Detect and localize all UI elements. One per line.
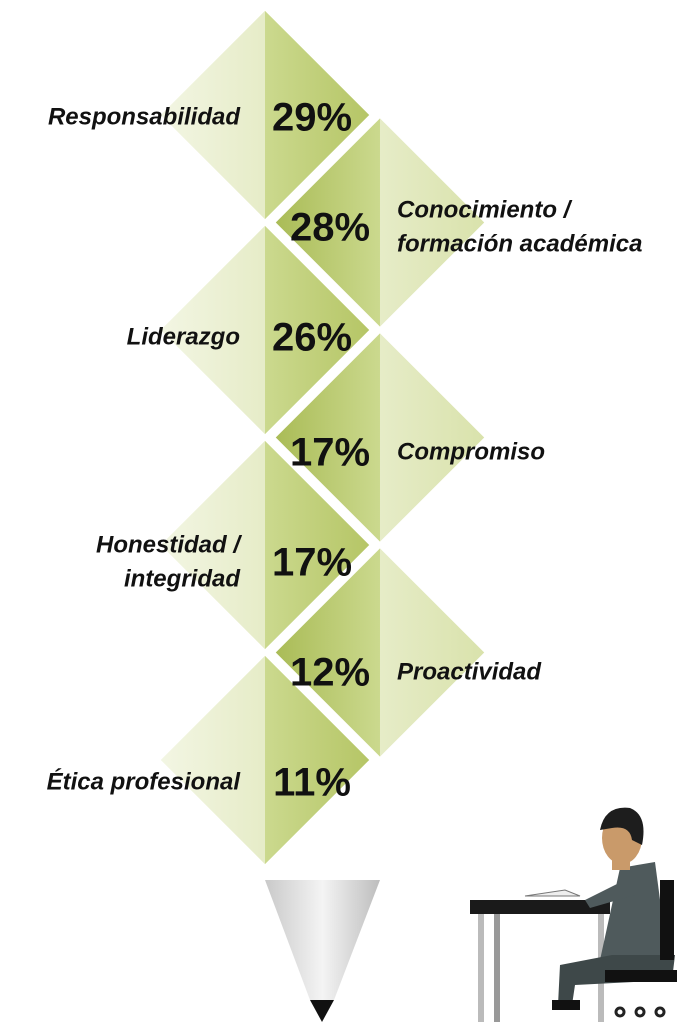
paper [525, 890, 580, 896]
person-at-desk [470, 808, 677, 1022]
chair-seat [605, 970, 677, 982]
desk-leg [478, 914, 484, 1022]
item-label: Proactividad [397, 658, 542, 685]
pencil-tip [265, 880, 380, 1022]
infographic: 29% Responsabilidad 28% Conocimiento / forma… [0, 0, 696, 1030]
item-label: Ética profesional [47, 767, 242, 795]
shoe [552, 1000, 580, 1010]
percentage: 12% [290, 651, 370, 695]
percentage: 26% [272, 316, 352, 360]
percentage: 17% [272, 541, 352, 585]
wheel [656, 1008, 664, 1016]
torso [600, 862, 668, 960]
item-label: Liderazgo [127, 323, 240, 350]
item-label: integridad [124, 565, 241, 592]
percentage: 17% [290, 431, 370, 475]
desk-leg [494, 914, 500, 1022]
wheel [616, 1008, 624, 1016]
item-label: Responsabilidad [48, 103, 241, 130]
page: 29% Responsabilidad 28% Conocimiento / forma… [0, 0, 696, 1030]
neck [612, 858, 630, 870]
item-label: Conocimiento / [397, 196, 573, 223]
chair-back [660, 880, 674, 960]
wheel [636, 1008, 644, 1016]
percentage: 11% [273, 761, 351, 805]
percentage: 29% [272, 96, 352, 140]
percentage: 28% [290, 206, 370, 250]
pencil-wood [265, 880, 380, 1000]
item-label: Honestidad / [96, 531, 242, 558]
pencil-lead [310, 1000, 334, 1022]
item-label: formación académica [397, 230, 642, 257]
item-label: Compromiso [397, 438, 545, 465]
